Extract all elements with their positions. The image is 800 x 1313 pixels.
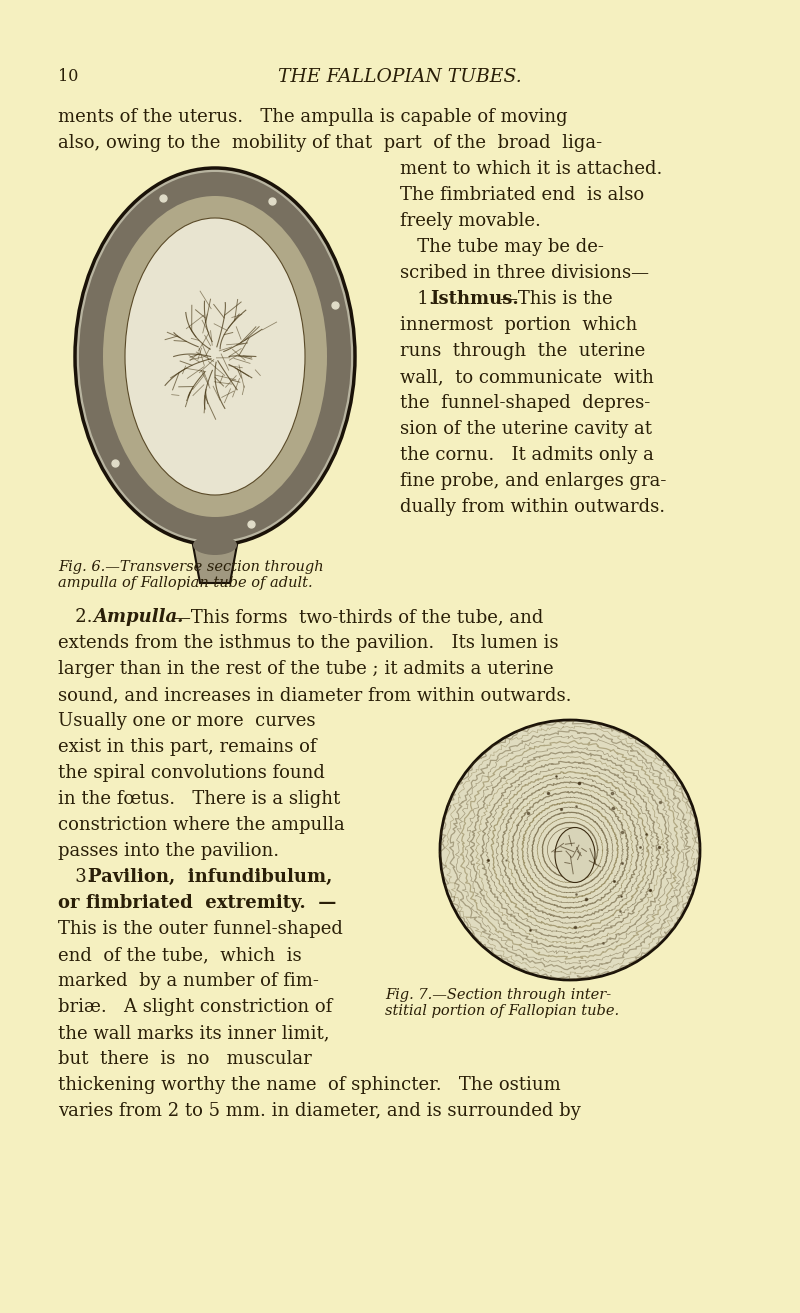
Text: Fig. 7.—Section through inter-: Fig. 7.—Section through inter- — [385, 987, 611, 1002]
Ellipse shape — [79, 172, 351, 541]
Text: thickening worthy the name  of sphincter.   The ostium: thickening worthy the name of sphincter.… — [58, 1075, 561, 1094]
Text: 2.: 2. — [58, 608, 98, 626]
Text: —This forms  two-thirds of the tube, and: —This forms two-thirds of the tube, and — [173, 608, 543, 626]
Text: sound, and increases in diameter from within outwards.: sound, and increases in diameter from wi… — [58, 685, 571, 704]
Text: scribed in three divisions—: scribed in three divisions— — [400, 264, 649, 282]
Ellipse shape — [103, 196, 327, 517]
Text: marked  by a number of fim-: marked by a number of fim- — [58, 972, 319, 990]
Text: but  there  is  no   muscular: but there is no muscular — [58, 1050, 312, 1067]
Text: Pavilion,  infundibulum,: Pavilion, infundibulum, — [88, 868, 332, 886]
Text: larger than in the rest of the tube ; it admits a uterine: larger than in the rest of the tube ; it… — [58, 660, 554, 678]
Text: THE FALLOPIAN TUBES.: THE FALLOPIAN TUBES. — [278, 68, 522, 85]
Text: This is the outer funnel-shaped: This is the outer funnel-shaped — [58, 920, 343, 937]
Text: —This is the: —This is the — [500, 290, 613, 309]
Text: fine probe, and enlarges gra-: fine probe, and enlarges gra- — [400, 471, 666, 490]
Text: Isthmus.: Isthmus. — [430, 290, 518, 309]
Text: ampulla of Fallopian tube of adult.: ampulla of Fallopian tube of adult. — [58, 576, 313, 590]
Ellipse shape — [555, 827, 595, 882]
Text: extends from the isthmus to the pavilion.   Its lumen is: extends from the isthmus to the pavilion… — [58, 634, 558, 653]
Text: the wall marks its inner limit,: the wall marks its inner limit, — [58, 1024, 330, 1043]
Text: the  funnel-shaped  depres-: the funnel-shaped depres- — [400, 394, 650, 412]
Text: briæ.   A slight constriction of: briæ. A slight constriction of — [58, 998, 332, 1016]
Text: ment to which it is attached.: ment to which it is attached. — [400, 160, 662, 179]
Text: varies from 2 to 5 mm. in diameter, and is surrounded by: varies from 2 to 5 mm. in diameter, and … — [58, 1102, 581, 1120]
Text: freely movable.: freely movable. — [400, 211, 541, 230]
Text: also, owing to the  mobility of that  part  of the  broad  liga-: also, owing to the mobility of that part… — [58, 134, 602, 152]
Polygon shape — [193, 545, 237, 583]
Ellipse shape — [125, 218, 305, 495]
Ellipse shape — [440, 720, 700, 979]
Text: 10: 10 — [58, 68, 78, 85]
Text: ments of the uterus.   The ampulla is capable of moving: ments of the uterus. The ampulla is capa… — [58, 108, 568, 126]
Text: innermost  portion  which: innermost portion which — [400, 316, 638, 334]
Text: sion of the uterine cavity at: sion of the uterine cavity at — [400, 420, 652, 439]
Text: or: or — [58, 894, 92, 913]
Ellipse shape — [75, 168, 355, 545]
Text: 3.: 3. — [58, 868, 98, 886]
Text: fimbriated  extremity.  —: fimbriated extremity. — — [86, 894, 336, 913]
Text: stitial portion of Fallopian tube.: stitial portion of Fallopian tube. — [385, 1004, 619, 1018]
Text: Usually one or more  curves: Usually one or more curves — [58, 712, 315, 730]
Text: end  of the tube,  which  is: end of the tube, which is — [58, 945, 302, 964]
Text: constriction where the ampulla: constriction where the ampulla — [58, 815, 345, 834]
Text: wall,  to communicate  with: wall, to communicate with — [400, 368, 654, 386]
Text: the spiral convolutions found: the spiral convolutions found — [58, 764, 325, 783]
Text: in the fœtus.   There is a slight: in the fœtus. There is a slight — [58, 790, 340, 807]
Text: Fig. 6.—Transverse section through: Fig. 6.—Transverse section through — [58, 561, 324, 574]
Text: runs  through  the  uterine: runs through the uterine — [400, 341, 646, 360]
Text: exist in this part, remains of: exist in this part, remains of — [58, 738, 317, 756]
Text: the cornu.   It admits only a: the cornu. It admits only a — [400, 446, 654, 463]
Text: 1.: 1. — [400, 290, 440, 309]
Text: The tube may be de-: The tube may be de- — [400, 238, 604, 256]
Text: passes into the pavilion.: passes into the pavilion. — [58, 842, 279, 860]
Ellipse shape — [193, 534, 237, 555]
Text: dually from within outwards.: dually from within outwards. — [400, 498, 665, 516]
Text: Ampulla.: Ampulla. — [93, 608, 183, 626]
Text: The fimbriated end  is also: The fimbriated end is also — [400, 186, 644, 204]
